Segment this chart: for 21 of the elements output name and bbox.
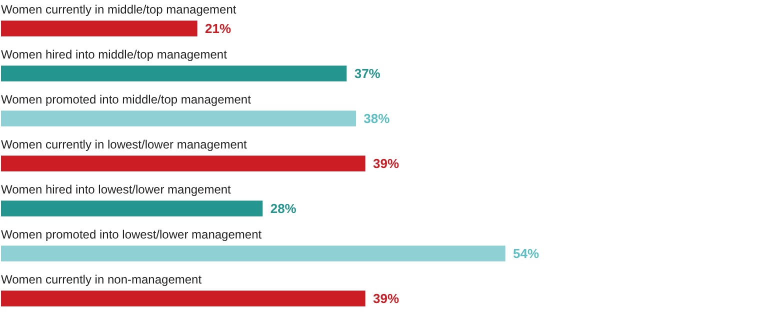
data-label: 38%: [364, 111, 390, 126]
data-label: 37%: [354, 66, 381, 82]
bar: [1, 290, 366, 306]
y-tick-label: Women currently in lowest/lower management: [1, 137, 248, 152]
bar: [1, 66, 347, 82]
y-tick-label: Women promoted into middle/top management: [1, 92, 252, 106]
y-tick-label: Women hired into middle/top management: [1, 47, 228, 62]
bar: [1, 110, 356, 126]
bar: [1, 200, 263, 216]
data-label: 21%: [205, 21, 232, 36]
y-tick-label: Women currently in non-management: [1, 272, 202, 286]
data-label: 39%: [373, 156, 400, 172]
data-label: 28%: [270, 201, 297, 216]
bar: [1, 246, 506, 262]
y-tick-label: Women hired into lowest/lower mangement: [1, 182, 232, 196]
data-label: 39%: [373, 291, 400, 306]
data-label: 54%: [513, 246, 540, 262]
bar: [1, 20, 198, 36]
y-tick-label: Women promoted into lowest/lower management: [1, 227, 262, 242]
bar: [1, 156, 366, 172]
y-tick-label: Women currently in middle/top management: [1, 2, 237, 16]
